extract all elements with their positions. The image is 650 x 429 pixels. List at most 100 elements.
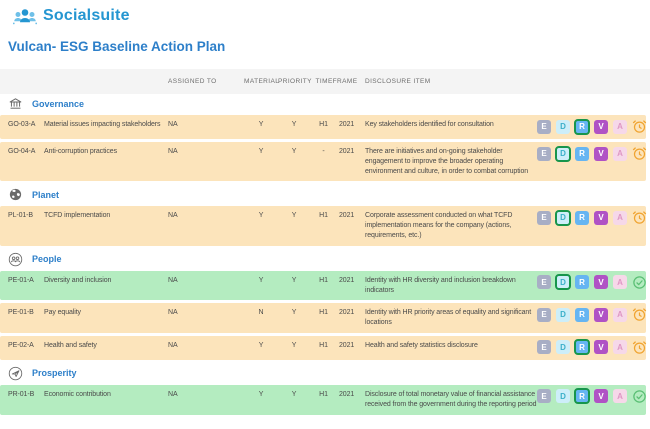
row-timeframe-half: H1 bbox=[319, 309, 328, 317]
row-timeframe-year: 2021 bbox=[339, 309, 355, 317]
clock-icon[interactable] bbox=[632, 340, 647, 355]
row-disclosure-item: There are initiatives and on-going stake… bbox=[365, 148, 529, 175]
status-badge-d[interactable]: D bbox=[556, 340, 570, 355]
row-disclosure-item: Key stakeholders identified for consulta… bbox=[365, 121, 494, 128]
table-row[interactable]: GO-03-A Material issues impacting stakeho… bbox=[0, 115, 647, 139]
clock-icon[interactable] bbox=[632, 146, 647, 161]
status-badge-a[interactable]: A bbox=[613, 146, 627, 161]
col-header-timeframe: TIMEFRAME bbox=[315, 78, 358, 85]
row-assigned-to: NA bbox=[168, 212, 178, 220]
section-header-governance[interactable]: Governance bbox=[0, 93, 650, 115]
table-row[interactable]: PE-02-A Health and safety NA Y Y H1 2021 Health… bbox=[0, 335, 647, 360]
table-header-row: ASSIGNED TO MATERIAL PRIORITY TIMEFRAME … bbox=[0, 69, 650, 94]
prosperity-icon bbox=[8, 366, 23, 381]
action-plan-table: Governance GO-03-A Material issues impacti… bbox=[0, 93, 650, 418]
status-badge-e[interactable]: E bbox=[537, 275, 551, 290]
row-id: PE-01-B bbox=[8, 309, 34, 317]
status-badge-d[interactable]: D bbox=[556, 119, 570, 134]
row-action-name: Economic contribution bbox=[44, 390, 111, 398]
status-badge-r[interactable]: R bbox=[575, 210, 589, 225]
status-badge-a[interactable]: A bbox=[613, 340, 627, 355]
app-logo[interactable]: Socialsuite bbox=[12, 6, 130, 26]
row-timeframe-year: 2021 bbox=[339, 121, 355, 128]
table-row[interactable]: PR-01-B Economic contribution NA Y Y H1 2021 Di… bbox=[0, 384, 647, 415]
status-badge-v[interactable]: V bbox=[594, 119, 608, 134]
row-action-name: Anti-corruption practices bbox=[44, 148, 117, 155]
table-row[interactable]: PE-01-A Diversity and inclusion NA Y Y H1 2021… bbox=[0, 270, 647, 301]
check-icon[interactable] bbox=[632, 389, 647, 404]
row-id: GO-04-A bbox=[8, 148, 36, 155]
row-assigned-to: NA bbox=[168, 121, 178, 128]
clock-icon[interactable] bbox=[632, 307, 647, 322]
status-badge-a[interactable]: A bbox=[613, 389, 627, 404]
row-assigned-to: NA bbox=[168, 276, 178, 284]
status-badge-a[interactable]: A bbox=[613, 119, 627, 134]
row-assigned-to: NA bbox=[168, 390, 178, 398]
status-badge-a[interactable]: A bbox=[613, 210, 627, 225]
section-header-prosperity[interactable]: Prosperity bbox=[0, 363, 650, 385]
col-header-disclosure-item: DISCLOSURE ITEM bbox=[365, 78, 431, 85]
row-priority: Y bbox=[291, 390, 297, 398]
status-badge-r[interactable]: R bbox=[575, 146, 589, 161]
row-timeframe-half: H1 bbox=[319, 121, 328, 128]
check-icon[interactable] bbox=[632, 275, 647, 290]
status-badge-d[interactable]: D bbox=[555, 274, 571, 291]
row-material: Y bbox=[258, 341, 264, 349]
row-action-name: Diversity and inclusion bbox=[44, 276, 112, 284]
status-badge-e[interactable]: E bbox=[537, 210, 551, 225]
status-badge-e[interactable]: E bbox=[537, 389, 551, 404]
table-row[interactable]: GO-04-A Anti-corruption practices NA Y Y - 202… bbox=[0, 142, 647, 182]
status-badge-v[interactable]: V bbox=[594, 307, 608, 322]
row-disclosure-item: Identity with HR diversity and inclusion… bbox=[365, 276, 516, 294]
status-badge-v[interactable]: V bbox=[594, 389, 608, 404]
planet-icon bbox=[8, 187, 23, 202]
page-title: Vulcan- ESG Baseline Action Plan bbox=[8, 39, 226, 54]
row-action-name: TCFD implementation bbox=[44, 212, 111, 220]
row-timeframe-half: H1 bbox=[319, 276, 328, 284]
row-id: PE-01-A bbox=[8, 276, 34, 284]
status-badge-e[interactable]: E bbox=[537, 146, 551, 161]
section-header-people[interactable]: People bbox=[0, 249, 650, 271]
table-row[interactable]: PL-01-B TCFD implementation NA Y Y H1 2021 Corp… bbox=[0, 206, 647, 246]
clock-icon[interactable] bbox=[632, 210, 647, 225]
status-badge-d[interactable]: D bbox=[555, 209, 571, 226]
status-badge-v[interactable]: V bbox=[594, 340, 608, 355]
row-assigned-to: NA bbox=[168, 309, 178, 317]
status-badge-d[interactable]: D bbox=[555, 145, 571, 162]
section-label: People bbox=[32, 254, 62, 265]
row-timeframe-half: H1 bbox=[319, 390, 328, 398]
row-material: Y bbox=[258, 276, 264, 284]
status-badge-r[interactable]: R bbox=[574, 339, 590, 356]
col-header-material: MATERIAL bbox=[244, 78, 280, 85]
status-badge-e[interactable]: E bbox=[537, 340, 551, 355]
section-label: Governance bbox=[32, 98, 85, 109]
row-id: PL-01-B bbox=[8, 212, 33, 220]
row-disclosure-item: Health and safety statistics disclosure bbox=[365, 341, 478, 349]
status-badge-r[interactable]: R bbox=[575, 307, 589, 322]
row-disclosure-item: Disclosure of total monetary value of fi… bbox=[365, 390, 537, 408]
row-priority: Y bbox=[291, 341, 297, 349]
status-badge-v[interactable]: V bbox=[594, 146, 608, 161]
status-badge-a[interactable]: A bbox=[613, 275, 627, 290]
status-badge-d[interactable]: D bbox=[556, 307, 570, 322]
status-badge-d[interactable]: D bbox=[556, 389, 570, 404]
status-badge-v[interactable]: V bbox=[594, 275, 608, 290]
status-badge-e[interactable]: E bbox=[537, 307, 551, 322]
row-timeframe-half: H1 bbox=[319, 212, 328, 220]
status-badge-a[interactable]: A bbox=[613, 307, 627, 322]
status-badge-r[interactable]: R bbox=[575, 275, 589, 290]
status-badge-e[interactable]: E bbox=[537, 119, 551, 134]
table-row[interactable]: PE-01-B Pay equality NA N Y H1 2021 Identity wi… bbox=[0, 303, 647, 333]
clock-icon[interactable] bbox=[632, 119, 647, 134]
section-header-planet[interactable]: Planet bbox=[0, 184, 650, 206]
row-action-name: Health and safety bbox=[44, 341, 97, 349]
status-badge-r[interactable]: R bbox=[574, 388, 590, 405]
status-badge-v[interactable]: V bbox=[594, 210, 608, 225]
row-priority: Y bbox=[291, 276, 297, 284]
status-badge-r[interactable]: R bbox=[574, 118, 590, 135]
